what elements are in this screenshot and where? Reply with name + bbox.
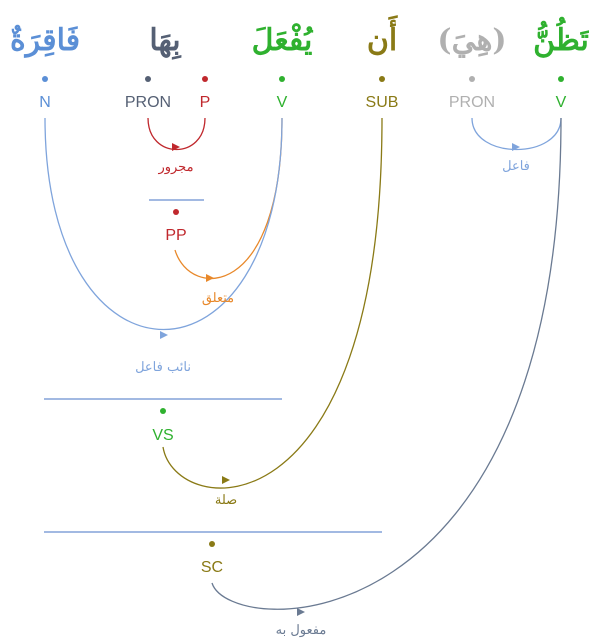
edge-naib-fail: [44, 117, 283, 330]
label-maful-bihi: مفعول به: [276, 623, 327, 638]
node-dot-pron: [145, 76, 151, 82]
node-dot-p: [202, 76, 208, 82]
arrow-fail: [512, 143, 520, 151]
edge-fail: [471, 117, 562, 151]
label-mutaallaq: متعلق: [202, 291, 234, 306]
word-hiya: (هِيَ): [437, 23, 506, 58]
tag-v1: V: [556, 94, 567, 111]
arrow-naib-fail: [160, 331, 168, 339]
node-dot-pron-hidden: [469, 76, 475, 82]
phrase-dot-vs: [160, 408, 166, 414]
word-yufala: يُفْعَلَ: [252, 23, 314, 58]
arrow-majrur: [172, 143, 180, 151]
node-dot-v2: [279, 76, 285, 82]
phrase-tag-vs: VS: [152, 427, 173, 444]
tag-v2: V: [277, 94, 288, 111]
arrow-sila: [222, 476, 230, 484]
phrase-dot-sc: [209, 541, 215, 547]
label-naib-fail: نائب فاعل: [135, 360, 191, 375]
tag-sub: SUB: [366, 94, 399, 111]
label-sila: صلة: [215, 493, 237, 508]
word-an: أَن: [367, 15, 399, 58]
edge-majrur: [147, 117, 206, 151]
word-faqira: فَاقِرَةٌ: [10, 23, 80, 58]
phrase-tag-pp: PP: [165, 227, 186, 244]
node-dot-sub: [379, 76, 385, 82]
phrase-dot-pp: [173, 209, 179, 215]
arrow-mutaallaq: [206, 274, 214, 282]
label-majrur: مجرور: [157, 160, 193, 175]
tag-p: P: [200, 94, 211, 111]
node-dot-n: [42, 76, 48, 82]
word-tazunnu: تَظُنُّ: [533, 16, 589, 58]
edge-sila: [162, 117, 383, 489]
node-dot-v1: [558, 76, 564, 82]
arrow-maful-bihi: [297, 608, 305, 616]
edge-mutaallaq: [174, 117, 283, 279]
phrase-tag-sc: SC: [201, 559, 223, 576]
edge-maful-bihi: [211, 117, 562, 610]
word-biha: بِهَا: [149, 23, 182, 60]
tag-n: N: [39, 94, 51, 111]
tag-pron-hidden: PRON: [449, 94, 495, 111]
tag-pron: PRON: [125, 94, 171, 111]
label-fail: فاعل: [502, 159, 530, 174]
